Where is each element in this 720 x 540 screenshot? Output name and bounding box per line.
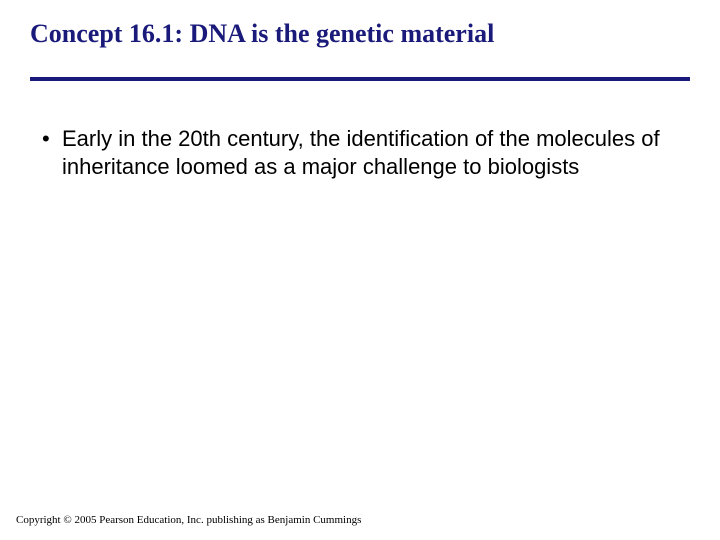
copyright-footer: Copyright © 2005 Pearson Education, Inc.…: [16, 514, 361, 526]
bullet-text: Early in the 20th century, the identific…: [62, 125, 660, 181]
title-block: Concept 16.1: DNA is the genetic materia…: [0, 0, 720, 49]
bullet-marker: •: [42, 125, 62, 153]
slide-container: Concept 16.1: DNA is the genetic materia…: [0, 0, 720, 540]
bullet-item: • Early in the 20th century, the identif…: [42, 125, 660, 181]
slide-title: Concept 16.1: DNA is the genetic materia…: [30, 18, 690, 49]
content-area: • Early in the 20th century, the identif…: [0, 81, 720, 181]
